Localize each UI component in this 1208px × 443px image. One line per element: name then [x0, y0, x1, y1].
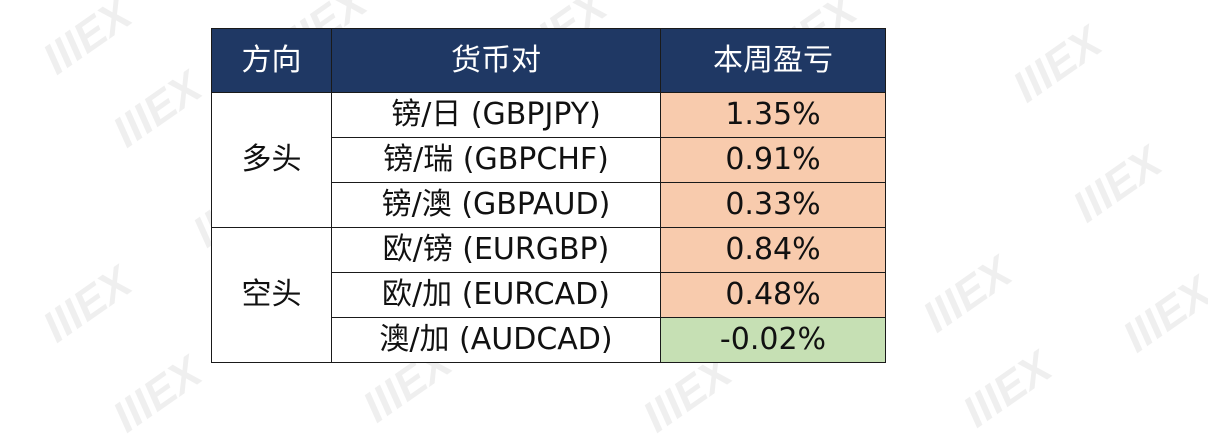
table-header-row: 方向 货币对 本周盈亏 — [211, 28, 886, 93]
pnl-cell: 0.91% — [660, 137, 886, 183]
pair-cell: 镑/瑞 (GBPCHF) — [331, 137, 661, 183]
mex-logo-watermark: IIIEX — [954, 342, 1061, 438]
table-row: 澳/加 (AUDCAD) -0.02% — [212, 317, 886, 363]
pair-cell: 澳/加 (AUDCAD) — [331, 317, 661, 363]
table-row: 欧/加 (EURCAD) 0.48% — [212, 272, 886, 318]
mex-logo-watermark: IIIEX — [914, 247, 1021, 343]
table-row: 空头 欧/镑 (EURGBP) 0.84% — [211, 227, 886, 363]
pair-cell: 欧/镑 (EURGBP) — [331, 227, 661, 273]
mex-logo-watermark: IIIEX — [34, 257, 141, 353]
direction-cell-short: 空头 — [211, 227, 332, 363]
pair-cell: 欧/加 (EURCAD) — [331, 272, 661, 318]
pnl-cell: 0.33% — [660, 182, 886, 228]
pnl-cell: -0.02% — [660, 317, 886, 363]
column-header-pnl: 本周盈亏 — [660, 28, 886, 93]
column-header-pair: 货币对 — [331, 28, 661, 93]
mex-logo-watermark: IIIEX — [104, 62, 211, 158]
mex-logo-watermark: IIIEX — [1114, 267, 1208, 363]
weekly-pnl-table: 方向 货币对 本周盈亏 多头 镑/日 (GBPJPY) 1.35% 镑/瑞 (G… — [211, 28, 886, 363]
pnl-cell: 1.35% — [660, 92, 886, 138]
mex-logo-watermark: IIIEX — [1004, 17, 1111, 113]
direction-cell-long: 多头 — [211, 92, 332, 228]
table-row: 多头 镑/日 (GBPJPY) 1.35% — [211, 92, 886, 228]
mex-logo-watermark: IIIEX — [34, 0, 141, 85]
pair-cell: 镑/日 (GBPJPY) — [331, 92, 661, 138]
column-header-direction: 方向 — [211, 28, 332, 93]
pnl-cell: 0.84% — [660, 227, 886, 273]
mex-logo-watermark: IIIEX — [1064, 137, 1171, 233]
mex-logo-watermark: IIIEX — [104, 347, 211, 443]
pair-cell: 镑/澳 (GBPAUD) — [331, 182, 661, 228]
pnl-cell: 0.48% — [660, 272, 886, 318]
table-row: 镑/瑞 (GBPCHF) 0.91% — [212, 137, 886, 183]
